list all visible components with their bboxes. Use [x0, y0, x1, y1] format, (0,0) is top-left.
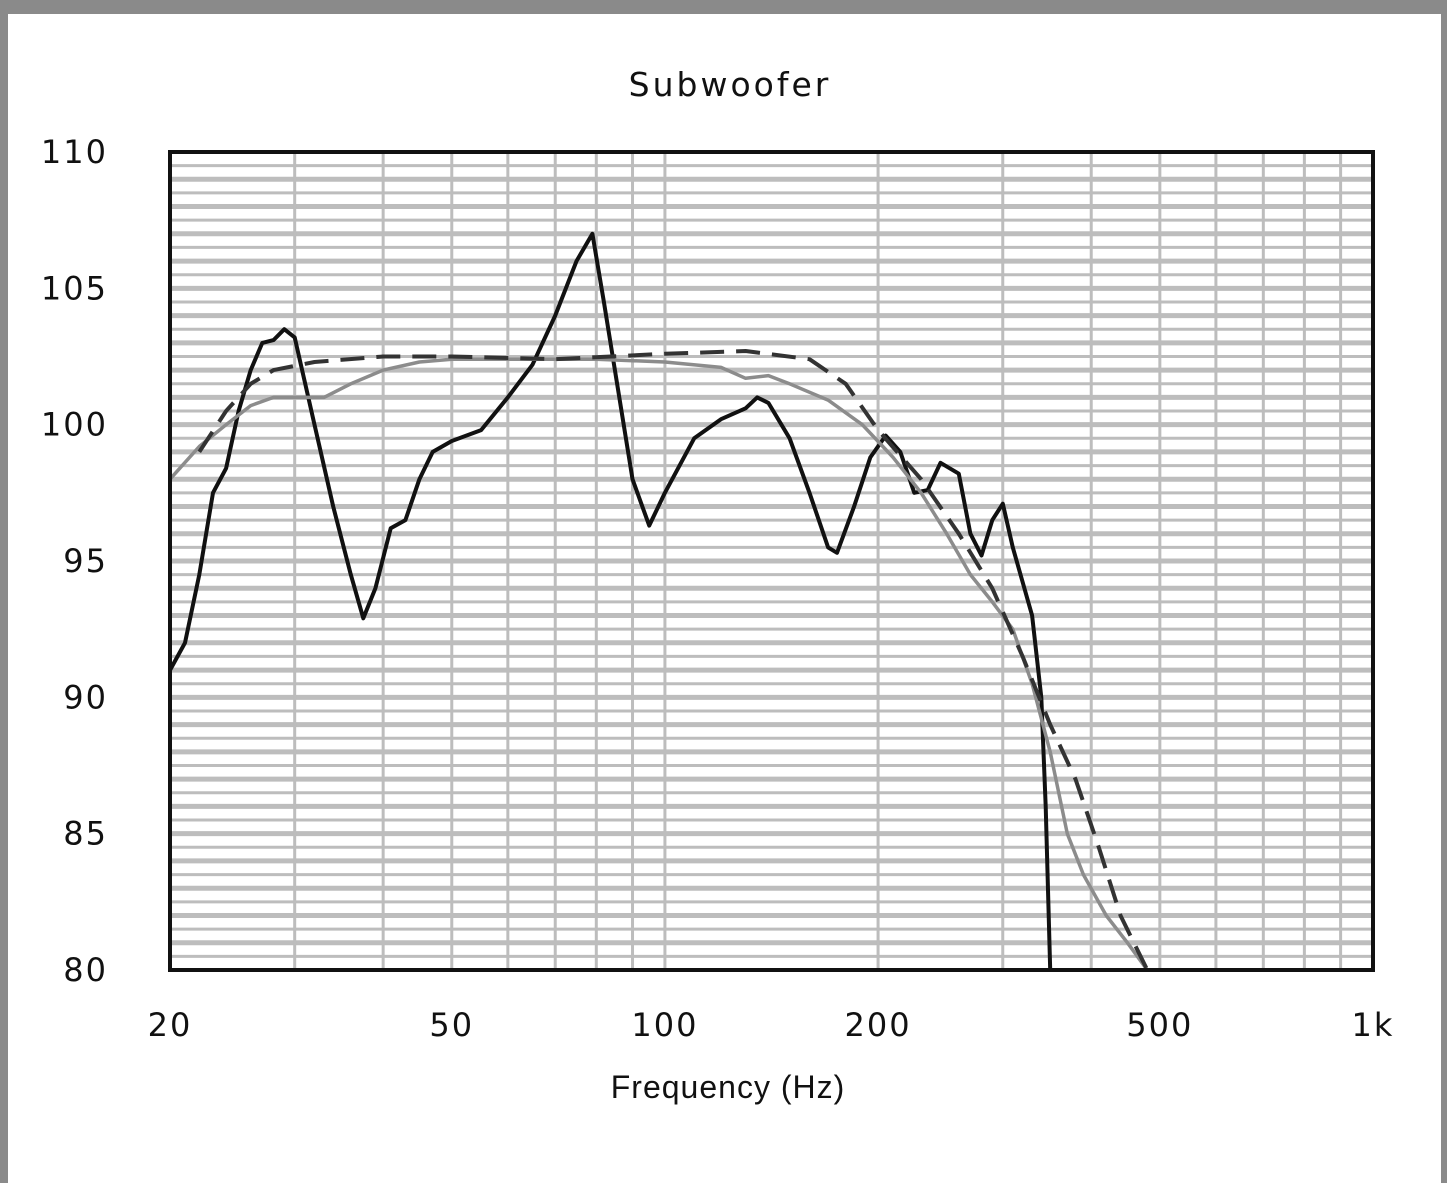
y-tick-label: 100	[41, 406, 108, 444]
x-tick-label: 1k	[1352, 1006, 1395, 1044]
y-tick-label: 85	[63, 815, 108, 853]
y-tick-label: 95	[63, 542, 108, 580]
x-tick-label: 50	[429, 1006, 474, 1044]
x-tick-label: 100	[631, 1006, 698, 1044]
series-line-1	[168, 231, 1053, 971]
x-axis-label: Frequency (Hz)	[611, 1069, 846, 1105]
y-tick-label: 110	[41, 133, 108, 171]
x-tick-label: 200	[845, 1006, 912, 1044]
series-line-3	[197, 349, 1150, 971]
x-tick-label: 20	[148, 1006, 193, 1044]
y-tick-label: 80	[63, 951, 108, 989]
x-tick-label: 500	[1126, 1006, 1193, 1044]
plot-border	[168, 150, 1375, 972]
series-line-2	[168, 357, 1149, 972]
chart-title: Subwoofer	[629, 65, 832, 104]
grid	[170, 152, 1373, 970]
series-group	[168, 231, 1150, 972]
x-axis-ticks: 20 50 100 200 500 1k	[148, 1006, 1395, 1044]
y-tick-label: 90	[63, 678, 108, 716]
y-tick-label: 105	[41, 269, 108, 307]
y-axis-ticks: 110 105 100 95 90 85 80	[41, 133, 108, 989]
